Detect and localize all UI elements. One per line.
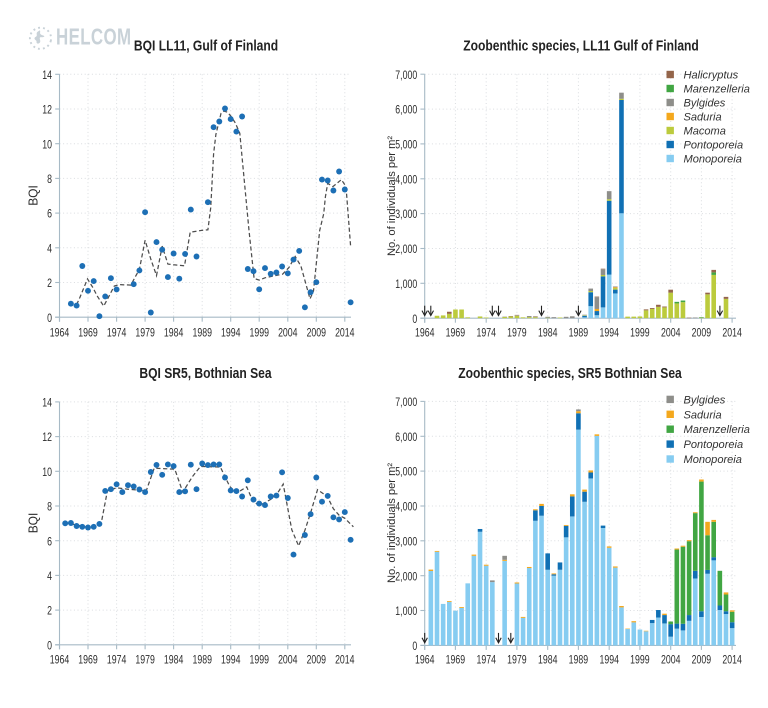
svg-text:1974: 1974 [476,326,496,340]
svg-text:2,000: 2,000 [395,243,417,257]
svg-text:2: 2 [47,604,52,618]
svg-text:1999: 1999 [249,653,269,667]
svg-text:1964: 1964 [415,326,435,340]
svg-text:1989: 1989 [569,326,589,340]
svg-text:1969: 1969 [78,653,98,667]
svg-text:7,000: 7,000 [395,69,417,83]
svg-text:2014: 2014 [335,326,355,340]
svg-text:1964: 1964 [415,653,435,667]
svg-text:8: 8 [47,500,52,514]
svg-text:BQI: BQI [26,185,41,206]
svg-text:1989: 1989 [192,653,212,667]
svg-text:1999: 1999 [249,326,269,340]
svg-text:12: 12 [42,103,52,117]
svg-text:14: 14 [42,396,52,410]
svg-text:1979: 1979 [135,326,155,340]
svg-text:1999: 1999 [630,326,650,340]
svg-text:1979: 1979 [507,326,527,340]
svg-text:Pontoporeia: Pontoporeia [684,139,744,151]
svg-text:1999: 1999 [630,653,650,667]
svg-text:Pontoporeia: Pontoporeia [684,439,744,451]
svg-text:Monoporeia: Monoporeia [684,454,742,466]
svg-text:0: 0 [47,312,52,326]
svg-text:4: 4 [47,242,52,256]
svg-text:6,000: 6,000 [395,103,417,117]
svg-text:8: 8 [47,173,52,187]
svg-text:Zoobenthic species, LL11 Gulf: Zoobenthic species, LL11 Gulf of Finland [463,38,699,54]
svg-text:Saduria: Saduria [684,409,722,421]
svg-text:1994: 1994 [599,326,619,340]
svg-text:5,000: 5,000 [395,465,417,479]
svg-text:3,000: 3,000 [395,208,417,222]
svg-text:4,000: 4,000 [395,500,417,514]
svg-text:1974: 1974 [107,653,127,667]
svg-text:1994: 1994 [221,326,241,340]
svg-text:2004: 2004 [278,326,298,340]
svg-text:1984: 1984 [538,326,558,340]
svg-text:1984: 1984 [164,653,184,667]
svg-text:1,000: 1,000 [395,605,417,619]
svg-text:2004: 2004 [278,653,298,667]
svg-text:Bylgides: Bylgides [684,394,726,406]
svg-text:1969: 1969 [446,326,466,340]
svg-text:0: 0 [412,313,417,327]
svg-text:1989: 1989 [192,326,212,340]
svg-text:1994: 1994 [221,653,241,667]
svg-text:2014: 2014 [335,653,355,667]
svg-text:1974: 1974 [476,653,496,667]
svg-text:Marenzelleria: Marenzelleria [684,83,750,95]
svg-text:Saduria: Saduria [684,111,722,123]
svg-text:HELCOM: HELCOM [56,24,131,50]
svg-text:1969: 1969 [446,653,466,667]
svg-text:7,000: 7,000 [395,396,417,410]
svg-text:1,000: 1,000 [395,278,417,292]
svg-text:3,000: 3,000 [395,535,417,549]
svg-text:Halicryptus: Halicryptus [684,69,739,81]
svg-text:6,000: 6,000 [395,431,417,445]
svg-text:Bylgides: Bylgides [684,97,726,109]
svg-text:12: 12 [42,431,52,445]
svg-text:6: 6 [47,535,52,549]
svg-text:BQI LL11, Gulf of Finland: BQI LL11, Gulf of Finland [134,38,278,54]
svg-text:1979: 1979 [135,653,155,667]
svg-text:1964: 1964 [50,326,70,340]
svg-text:0: 0 [47,639,52,653]
svg-text:4: 4 [47,570,52,584]
svg-text:1964: 1964 [50,653,70,667]
svg-text:1984: 1984 [538,653,558,667]
svg-text:Zoobenthic species, SR5 Bothni: Zoobenthic species, SR5 Bothnian Sea [458,365,682,381]
svg-text:2,000: 2,000 [395,570,417,584]
svg-text:2009: 2009 [307,653,327,667]
svg-text:BQI SR5, Bothnian Sea: BQI SR5, Bothnian Sea [139,365,272,381]
svg-text:14: 14 [42,69,52,83]
svg-text:Macoma: Macoma [684,125,726,137]
svg-text:1989: 1989 [569,653,589,667]
svg-text:0: 0 [412,640,417,654]
svg-text:1979: 1979 [507,653,527,667]
svg-text:1969: 1969 [78,326,98,340]
svg-text:Monoporeia: Monoporeia [684,153,742,165]
svg-text:Marenzelleria: Marenzelleria [684,424,750,436]
svg-text:5,000: 5,000 [395,138,417,152]
svg-text:6: 6 [47,207,52,221]
svg-text:1984: 1984 [164,326,184,340]
svg-text:2009: 2009 [692,653,712,667]
svg-text:1994: 1994 [599,653,619,667]
svg-text:2014: 2014 [722,326,742,340]
svg-text:2009: 2009 [692,326,712,340]
svg-text:2004: 2004 [661,326,681,340]
svg-text:10: 10 [42,466,52,480]
svg-text:2004: 2004 [661,653,681,667]
svg-text:2014: 2014 [722,653,742,667]
svg-text:4,000: 4,000 [395,173,417,187]
svg-text:BQI: BQI [26,513,41,534]
svg-text:10: 10 [42,138,52,152]
svg-text:No. of individuals per m²: No. of individuals per m² [386,463,398,583]
svg-text:No. of individuals per m²: No. of individuals per m² [386,136,398,256]
svg-text:1974: 1974 [107,326,127,340]
svg-text:2009: 2009 [307,326,327,340]
svg-text:2: 2 [47,277,52,291]
